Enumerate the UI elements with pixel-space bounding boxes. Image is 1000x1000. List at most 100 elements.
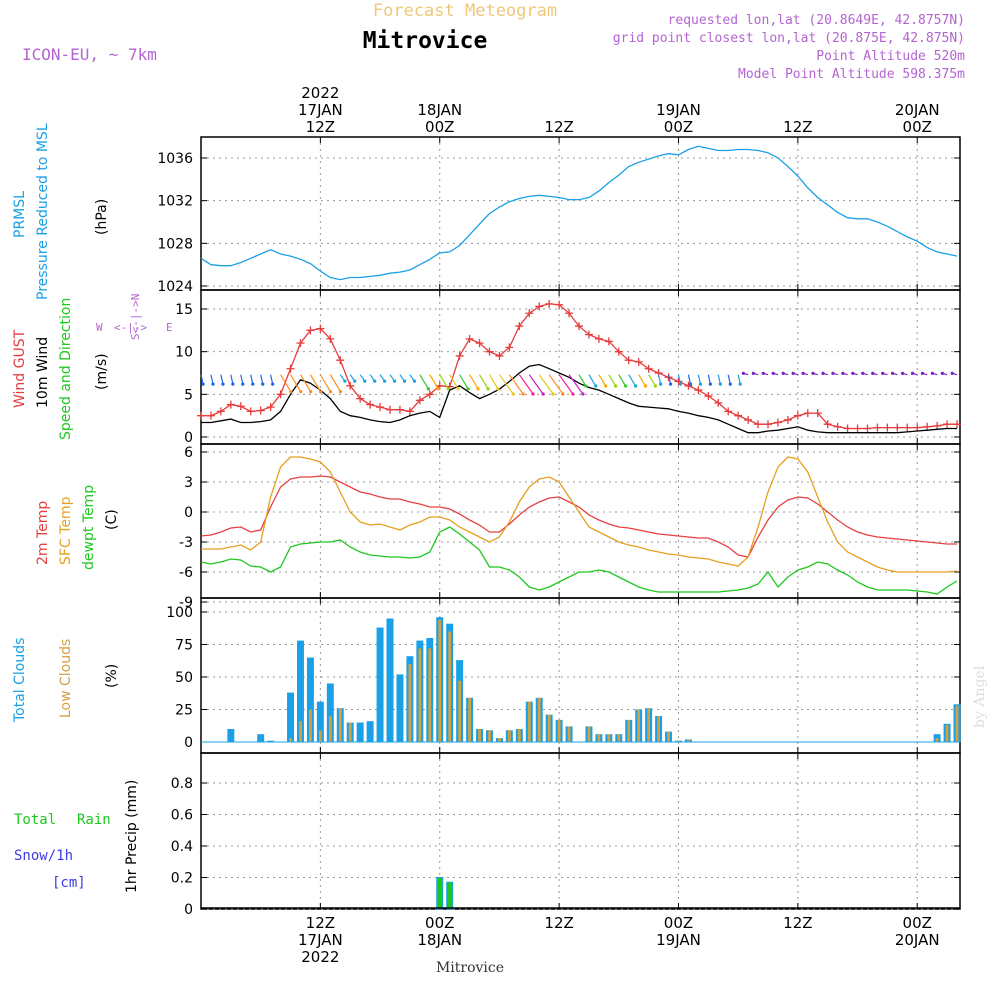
cloud-bar-low — [438, 619, 442, 742]
gust-marker — [624, 356, 633, 365]
series-line-2m-temp — [200, 475, 957, 558]
rain-label: Rain — [77, 812, 111, 828]
y-tick-label: -6 — [179, 565, 193, 581]
wind-arrow-head — [688, 382, 693, 386]
gust-marker — [674, 377, 683, 386]
wind-arrow — [309, 374, 322, 392]
y-tick-label: 0.6 — [171, 808, 193, 824]
gust-marker — [495, 351, 504, 360]
y-tick-label: 5 — [184, 387, 193, 403]
gust-marker — [714, 398, 723, 407]
gust-marker — [356, 394, 365, 403]
wind-arrow-head — [309, 390, 313, 394]
wind-arrow — [200, 374, 204, 385]
wind-arrow-head — [261, 382, 265, 386]
wind-arrow-head — [289, 390, 293, 394]
top-tick-label: 18JAN — [417, 101, 462, 119]
top-tick-label: 00Z — [903, 118, 932, 136]
wind-arrow-head — [402, 379, 407, 383]
wind-arrow-head — [511, 392, 515, 396]
bottom-tick-label: 18JAN — [417, 931, 462, 949]
speed-direction-label: Speed and Direction — [58, 298, 74, 440]
wind-arrow — [677, 374, 682, 385]
wind-arrow-head — [801, 371, 805, 375]
wind-arrow-head — [594, 384, 598, 388]
wind-arrow — [608, 374, 617, 387]
panel4-labels: Total Clouds Low Clouds (%) — [12, 638, 120, 723]
bottom-tick-label: 12Z — [544, 914, 573, 932]
wind-arrow-head — [353, 379, 357, 383]
wind-arrow-head — [950, 371, 954, 375]
gust-marker — [485, 347, 494, 356]
cloud-bar-low — [309, 709, 312, 742]
gust-marker — [405, 407, 414, 416]
top-tick-label: 12Z — [544, 118, 573, 136]
gust-marker — [425, 390, 434, 399]
top-tick-label: 19JAN — [656, 101, 701, 119]
wind-arrow-head — [871, 371, 875, 375]
gust-marker — [793, 411, 802, 420]
gust-marker — [455, 351, 464, 360]
gust-marker — [366, 400, 375, 409]
cloud-bar-low — [468, 697, 471, 742]
panel-frame — [200, 752, 961, 910]
bottom-tick-label: 00Z — [903, 914, 932, 932]
wind-arrow — [429, 374, 439, 390]
cloud-bar-low — [338, 708, 342, 742]
wind-arrow — [419, 374, 429, 390]
wind-arrow — [449, 374, 459, 390]
gust-marker — [386, 405, 395, 414]
bottom-tick-label: 17JAN — [298, 931, 343, 949]
rain-bar — [436, 877, 444, 910]
wind-arrow-head — [456, 387, 460, 391]
wind-arrow-head — [476, 387, 480, 391]
panel1-labels: PRMSL Pressure Reduced to MSL (hPa) — [12, 123, 110, 300]
y-tick-label: 0 — [184, 505, 193, 521]
snow-label: Snow/1h — [14, 848, 73, 864]
svg-text:E: E — [166, 321, 173, 334]
wind-arrow-head — [841, 371, 845, 375]
cloud-bar-total — [306, 657, 314, 742]
bottom-tick-label: 20JAN — [895, 931, 940, 949]
wind-arrow-head — [781, 371, 785, 375]
cloud-bar-total — [396, 674, 404, 742]
cloud-bar-total — [287, 692, 295, 742]
wind-arrow — [508, 374, 524, 395]
watermark: by Angel — [972, 665, 988, 728]
wind-arrow — [439, 374, 449, 390]
wind-arrow-head — [623, 384, 628, 388]
gust-marker — [346, 381, 355, 390]
wind-arrow-head — [426, 387, 430, 391]
gust-marker — [246, 407, 255, 416]
top-tick-label: 12Z — [306, 118, 335, 136]
gust-marker — [933, 421, 942, 430]
gust-marker — [903, 423, 912, 432]
wind-arrow-head — [678, 382, 683, 386]
wind-arrow-head — [891, 371, 895, 375]
gust-marker — [286, 364, 295, 373]
panel-frame — [200, 597, 961, 754]
cloud-bar-total — [356, 722, 364, 742]
series-line-10m-wind — [201, 363, 957, 434]
wind-arrow-head — [412, 379, 417, 383]
requested-point: requested lon,lat (20.8649E, 42.8757N) — [668, 13, 965, 28]
cm-label: [cm] — [52, 875, 86, 891]
wind-arrow-head — [561, 392, 565, 396]
cloud-bar-low — [418, 648, 422, 742]
wind-arrow-head — [319, 390, 323, 394]
cloud-bar-low — [945, 725, 949, 742]
cloud-bar-low — [617, 734, 621, 742]
gust-marker — [545, 299, 554, 308]
location-title: Mitrovice — [363, 28, 488, 54]
y-tick-label: 25 — [175, 703, 193, 719]
top-tick-label: 12Z — [783, 118, 812, 136]
wind-arrow — [319, 374, 332, 392]
wind-arrow-head — [299, 390, 303, 394]
wind-arrow-head — [541, 392, 545, 396]
gust-marker — [465, 334, 474, 343]
wind-arrow-head — [851, 371, 855, 375]
cloud-bar-low — [667, 731, 670, 742]
gust-marker — [833, 422, 842, 431]
gust-marker — [216, 407, 225, 416]
panel2-labels: Wind GUST 10m Wind Speed and Direction (… — [12, 294, 173, 440]
